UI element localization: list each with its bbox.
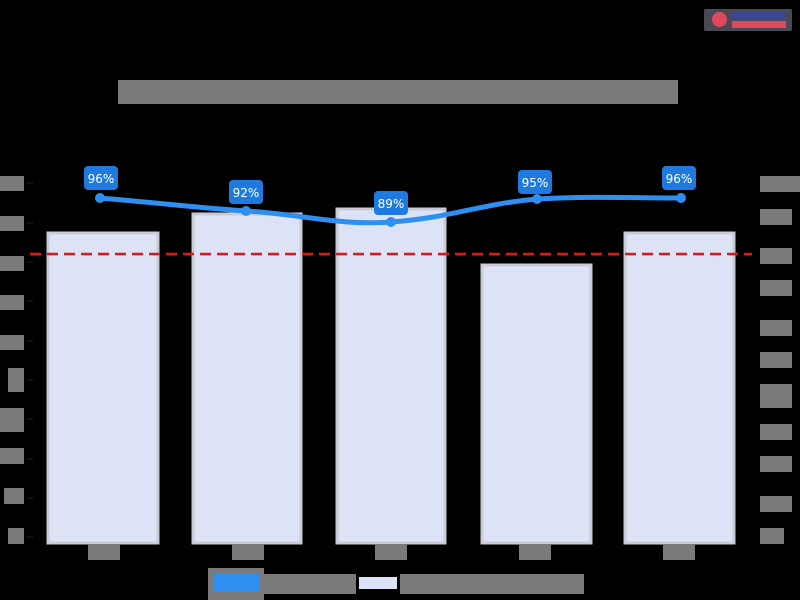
bar-0 [46,231,160,545]
value-labels: 96% 92% 89% 95% 96% [84,166,696,215]
logo-text-top [732,12,786,19]
right-tick-label [760,209,792,225]
legend-label-bar [400,574,584,594]
right-tick-label [760,424,792,440]
bar-1 [191,212,303,545]
right-tick-label [760,384,792,408]
x-tick-label-0 [88,544,120,560]
legend-swatch-bar [358,576,398,590]
left-tick-label [0,216,24,231]
bar-3 [480,263,593,545]
value-label-4: 96% [666,172,693,186]
right-tick-label [760,280,792,296]
value-label-0: 96% [88,172,115,186]
left-tick-label [0,335,24,350]
x-tick-label-1 [232,544,264,560]
logo-mark-icon [712,12,727,27]
left-tick-label [8,368,24,392]
legend-swatch-line [214,574,260,592]
left-tick-label [0,256,24,271]
value-label-3: 95% [522,176,549,190]
right-tick-label [760,528,784,544]
left-tick-label [0,295,24,310]
right-tick-label [760,456,792,472]
value-label-1: 92% [233,186,260,200]
right-tick-label [760,176,800,192]
x-tick-label-3 [519,544,551,560]
bar-series [46,207,736,545]
left-axis [27,182,33,538]
chart-title [118,80,678,104]
left-tick-label [0,448,24,464]
left-tick-label [0,176,24,191]
x-tick-label-4 [663,544,695,560]
value-label-2: 89% [378,197,405,211]
x-tick-label-2 [375,544,407,560]
right-tick-label [760,320,792,336]
logo-text-bottom [732,21,786,28]
right-tick-label [760,248,792,264]
left-tick-label [0,408,24,432]
left-tick-label [8,528,24,544]
right-tick-label [760,496,792,512]
bar-4 [623,231,736,545]
brand-logo [704,9,792,31]
right-tick-label [760,352,792,368]
legend [208,568,584,600]
line-points [95,193,686,227]
bar-2 [335,207,447,545]
legend-label-line [264,574,356,594]
left-tick-label [4,488,24,504]
